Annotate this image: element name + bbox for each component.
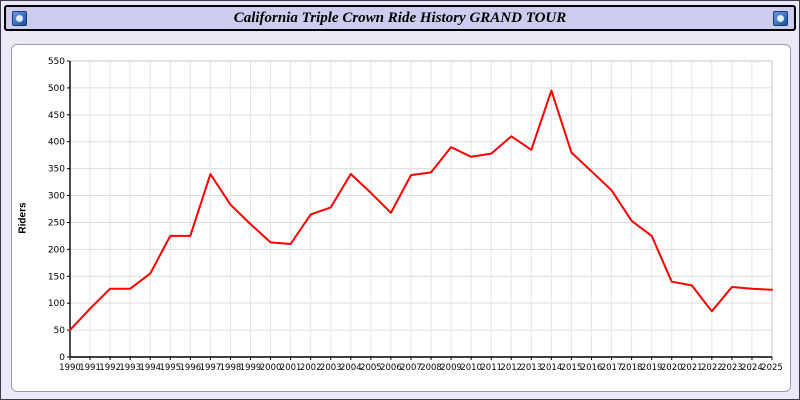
svg-text:1992: 1992 — [99, 363, 121, 373]
svg-text:2001: 2001 — [280, 363, 302, 373]
svg-text:2012: 2012 — [500, 363, 522, 373]
bicycle-logo-icon-right — [773, 10, 788, 26]
svg-text:2006: 2006 — [380, 363, 402, 373]
svg-text:350: 350 — [48, 165, 65, 175]
svg-text:2022: 2022 — [701, 363, 723, 373]
svg-text:450: 450 — [48, 111, 65, 121]
bicycle-logo-icon-left — [12, 10, 27, 26]
svg-text:2017: 2017 — [601, 363, 623, 373]
chart-title: California Triple Crown Ride History GRA… — [233, 9, 567, 26]
svg-text:2011: 2011 — [480, 363, 502, 373]
svg-text:1999: 1999 — [240, 363, 262, 373]
svg-text:550: 550 — [48, 57, 65, 67]
svg-text:2021: 2021 — [681, 363, 703, 373]
chart-panel: Riders 0 50 100 150 200 250 300 350 400 450 500 550… — [11, 44, 791, 392]
svg-text:2024: 2024 — [741, 363, 763, 373]
svg-text:2007: 2007 — [400, 363, 422, 373]
svg-text:2003: 2003 — [320, 363, 342, 373]
svg-text:2013: 2013 — [520, 363, 542, 373]
svg-text:1996: 1996 — [180, 363, 202, 373]
svg-text:2019: 2019 — [641, 363, 663, 373]
svg-text:1994: 1994 — [139, 363, 161, 373]
svg-text:300: 300 — [48, 192, 65, 202]
svg-text:1991: 1991 — [79, 363, 101, 373]
svg-text:2023: 2023 — [721, 363, 743, 373]
svg-text:0: 0 — [59, 353, 65, 363]
svg-text:2020: 2020 — [661, 363, 683, 373]
svg-text:150: 150 — [48, 272, 65, 282]
svg-text:2018: 2018 — [621, 363, 643, 373]
svg-text:1998: 1998 — [220, 363, 242, 373]
svg-text:2025: 2025 — [761, 363, 782, 373]
svg-text:2014: 2014 — [541, 363, 563, 373]
svg-text:2010: 2010 — [460, 363, 482, 373]
svg-text:2005: 2005 — [360, 363, 382, 373]
svg-text:250: 250 — [48, 218, 65, 228]
svg-text:100: 100 — [48, 299, 65, 309]
svg-text:1995: 1995 — [159, 363, 181, 373]
svg-text:2004: 2004 — [340, 363, 362, 373]
y-axis-label: Riders — [17, 202, 29, 234]
svg-text:2009: 2009 — [440, 363, 462, 373]
svg-text:200: 200 — [48, 245, 65, 255]
svg-text:2015: 2015 — [561, 363, 583, 373]
svg-text:500: 500 — [48, 84, 65, 94]
svg-text:2002: 2002 — [300, 363, 322, 373]
svg-text:1993: 1993 — [119, 363, 141, 373]
svg-text:2016: 2016 — [581, 363, 603, 373]
svg-text:2000: 2000 — [260, 363, 282, 373]
svg-text:1990: 1990 — [59, 363, 81, 373]
chart-header: California Triple Crown Ride History GRA… — [4, 5, 796, 31]
riders-line-chart: 0501001502002503003504004505005501990199… — [48, 57, 782, 373]
svg-text:400: 400 — [48, 138, 65, 148]
svg-text:50: 50 — [54, 326, 66, 336]
svg-text:1997: 1997 — [200, 363, 222, 373]
svg-text:2008: 2008 — [420, 363, 442, 373]
